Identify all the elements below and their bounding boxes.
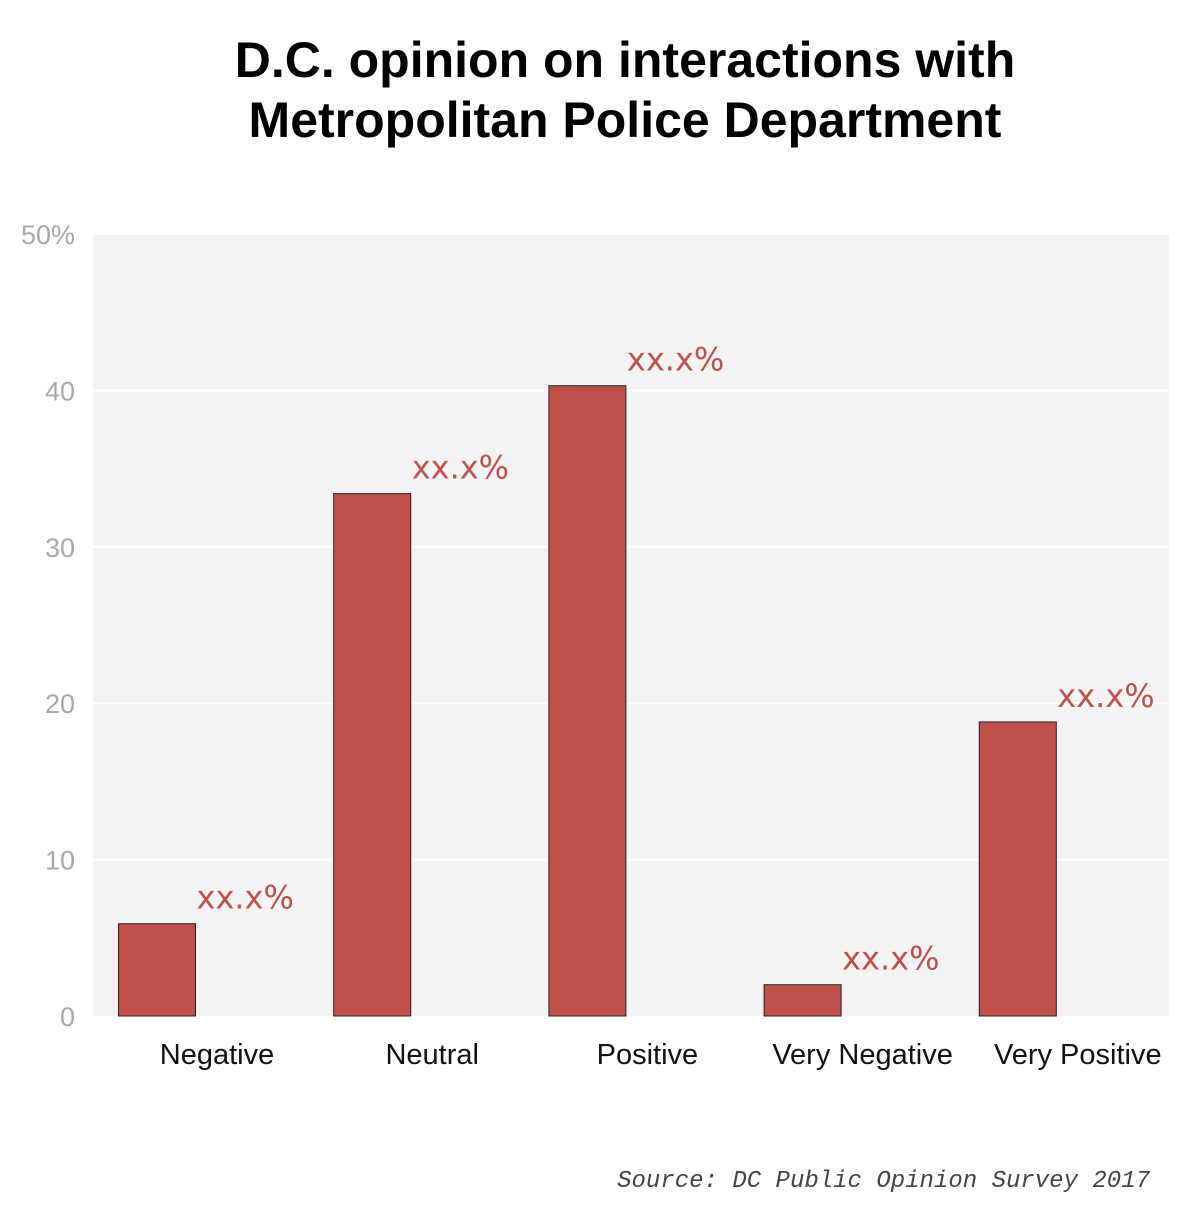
data-labels: xx.x% xx.x% xx.x% xx.x% xx.x% [197, 341, 1155, 978]
y-tick-label-50: 50% [21, 220, 75, 250]
y-axis-tick-labels: 0 10 20 30 40 50% [21, 220, 75, 1032]
x-category-label-neutral: Neutral [385, 1039, 479, 1071]
source-note: Source: DC Public Opinion Survey 2017 [617, 1168, 1150, 1195]
y-tick-label-30: 30 [45, 533, 75, 563]
data-label-neutral: xx.x% [412, 449, 509, 487]
y-tick-label-0: 0 [60, 1002, 75, 1032]
y-tick-label-40: 40 [45, 376, 75, 406]
x-category-label-negative: Negative [160, 1039, 274, 1071]
data-label-very-positive: xx.x% [1057, 677, 1154, 715]
bar-very-negative [763, 984, 842, 1017]
bars [118, 385, 1057, 1017]
y-tick-label-10: 10 [45, 846, 75, 876]
y-tick-label-20: 20 [45, 689, 75, 719]
x-category-label-positive: Positive [597, 1039, 699, 1071]
bar-very-positive [978, 721, 1057, 1017]
chart-title: D.C. opinion on interactions with Metrop… [0, 30, 1200, 150]
x-category-label-very-positive: Very Positive [994, 1039, 1162, 1071]
bar-neutral [333, 493, 412, 1017]
bar-chart: 0 10 20 30 40 50% xx.x% xx.x% xx.x% xx.x% xx.x% N… [21, 220, 1169, 1071]
chart-title-line-1: D.C. opinion on interactions with [234, 32, 1016, 88]
bar-negative [118, 923, 196, 1017]
x-category-label-very-negative: Very Negative [772, 1039, 953, 1071]
data-label-negative: xx.x% [197, 879, 294, 917]
x-axis-category-labels: Negative Neutral Positive Very Negative Very… [160, 1039, 1162, 1071]
data-label-positive: xx.x% [627, 341, 724, 379]
chart-title-line-2: Metropolitan Police Department [248, 92, 1002, 148]
bar-positive [548, 385, 627, 1017]
data-label-very-negative: xx.x% [842, 940, 939, 978]
